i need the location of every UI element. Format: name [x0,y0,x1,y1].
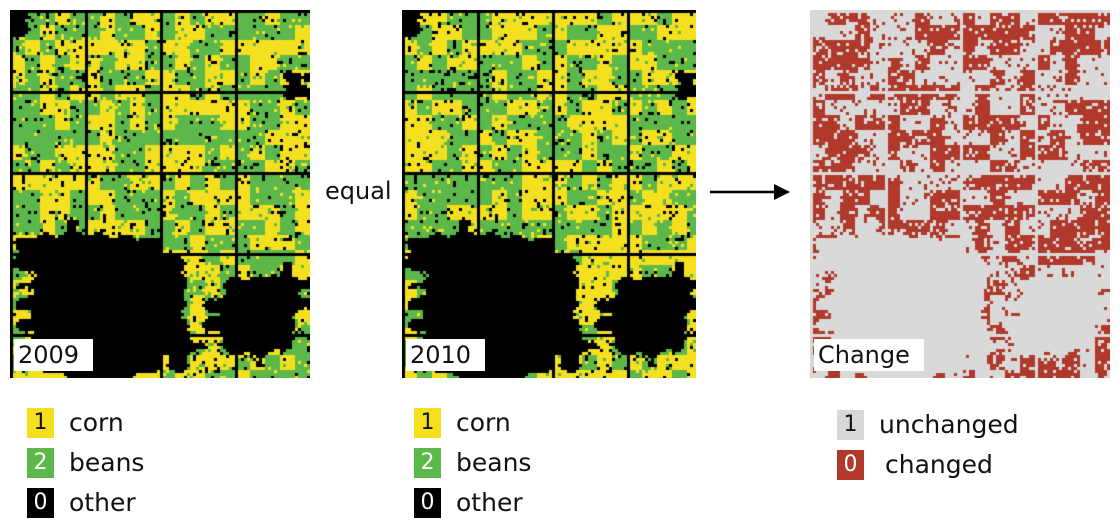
legend-swatch: 2 [27,448,54,478]
legend-swatch: 2 [414,448,441,478]
legend-label: other [456,488,523,517]
map-change: Change [810,10,1110,378]
legend-change: 1 unchanged 0 changed [837,410,1097,485]
map-label-2009: 2009 [14,339,94,371]
legend-2010: 1 corn 2 beans 0 other [414,408,614,523]
legend-label: beans [69,448,145,477]
map-2010: 2010 [402,10,696,378]
legend-swatch: 0 [27,488,54,518]
legend-label: corn [69,408,124,437]
map-label-change: Change [814,339,924,371]
raster-change [810,10,1110,378]
raster-2009 [10,10,310,378]
legend-2009: 1 corn 2 beans 0 other [27,408,227,523]
legend-label: corn [456,408,511,437]
raster-2010 [402,10,696,378]
operator-label: equal [325,177,392,205]
legend-label: unchanged [879,410,1019,439]
legend-swatch: 1 [837,410,864,440]
legend-swatch: 1 [414,408,441,438]
map-label-2010: 2010 [406,339,486,371]
legend-swatch: 1 [27,408,54,438]
legend-swatch: 0 [837,450,864,480]
right-arrow-icon [710,184,790,200]
legend-label: changed [885,450,993,479]
map-2009: 2009 [10,10,310,378]
legend-label: beans [456,448,532,477]
legend-label: other [69,488,136,517]
legend-swatch: 0 [414,488,441,518]
